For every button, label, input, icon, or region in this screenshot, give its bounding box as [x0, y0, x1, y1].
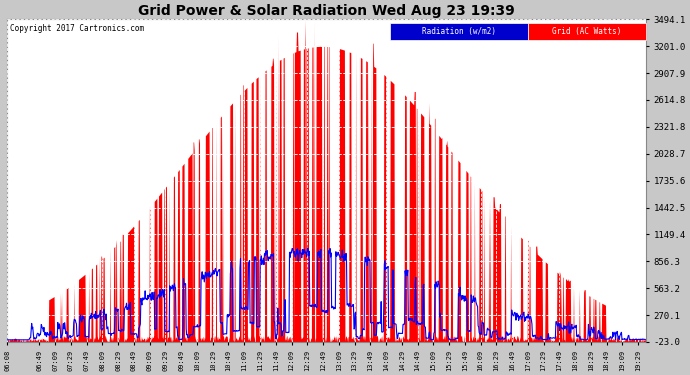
Text: Radiation (w/m2): Radiation (w/m2) — [422, 27, 496, 36]
Title: Grid Power & Solar Radiation Wed Aug 23 19:39: Grid Power & Solar Radiation Wed Aug 23 … — [138, 4, 515, 18]
Text: Copyright 2017 Cartronics.com: Copyright 2017 Cartronics.com — [10, 24, 144, 33]
FancyBboxPatch shape — [528, 22, 646, 40]
FancyBboxPatch shape — [391, 22, 528, 40]
Text: Grid (AC Watts): Grid (AC Watts) — [552, 27, 622, 36]
